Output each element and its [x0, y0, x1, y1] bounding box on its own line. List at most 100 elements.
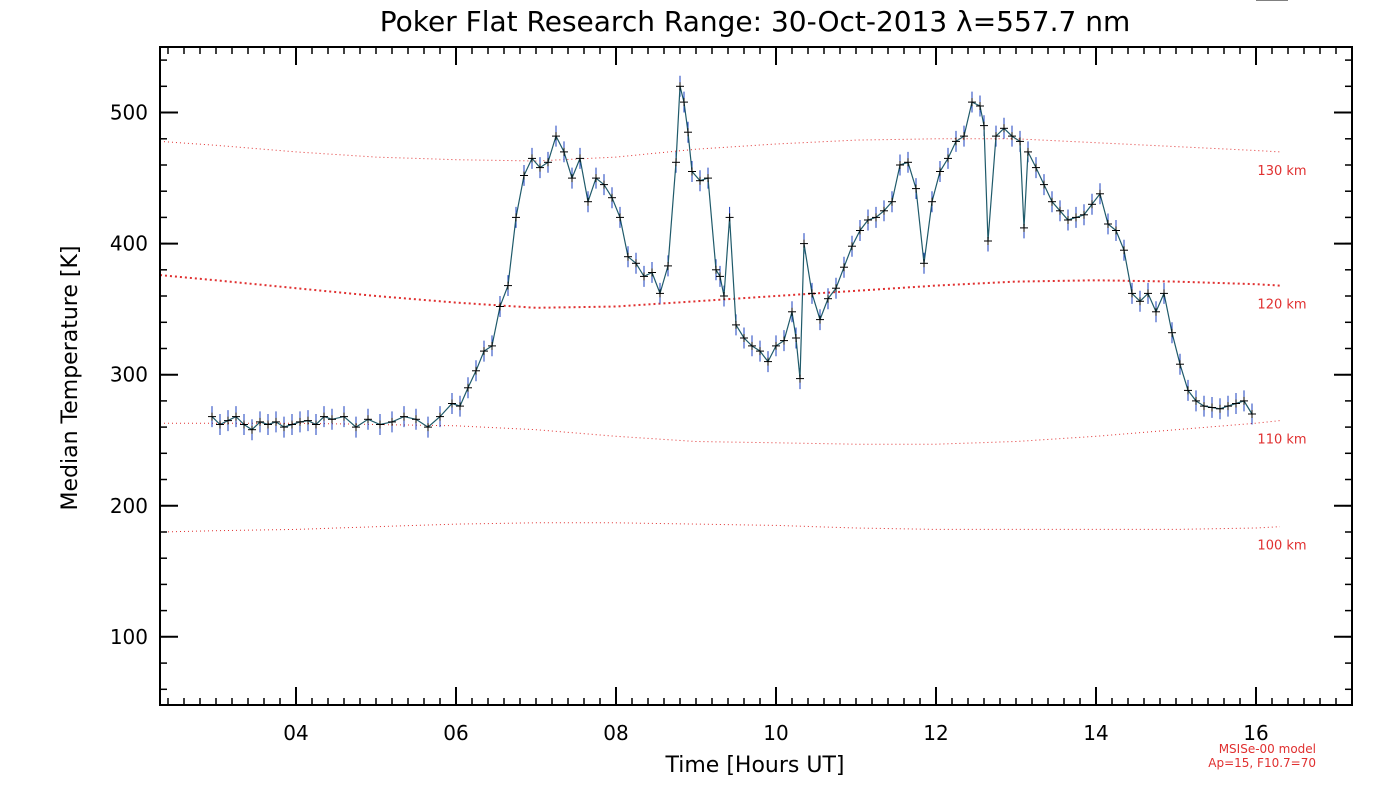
data-point: [1048, 197, 1056, 206]
data-point: [1072, 213, 1080, 222]
data-point: [832, 284, 840, 293]
y-tick-label: 200: [110, 494, 148, 518]
data-point: [1020, 223, 1028, 232]
data-point: [720, 292, 728, 300]
data-point: [1016, 137, 1024, 146]
data-point: [912, 184, 920, 193]
data-point: [676, 82, 684, 91]
y-tick-label: 300: [110, 363, 148, 387]
x-tick-label: 16: [1243, 721, 1268, 745]
x-tick-label: 14: [1083, 721, 1108, 745]
model-curve-110km: [160, 420, 1281, 445]
data-point: [584, 197, 592, 206]
series-line: [211, 86, 1253, 431]
data-point: [536, 163, 544, 172]
data-point: [512, 213, 520, 222]
data-point: [684, 128, 692, 137]
data-point: [1008, 132, 1016, 141]
data-point: [312, 420, 320, 429]
data-point: [560, 147, 568, 156]
data-point: [656, 289, 664, 298]
data-point: [764, 357, 772, 366]
y-tick-label: 500: [110, 101, 148, 125]
model-label-120km: 120 km: [1257, 298, 1306, 313]
data-point: [232, 412, 240, 421]
data-point: [680, 98, 688, 107]
data-point: [640, 272, 648, 281]
data-point: [496, 302, 504, 311]
model-label-100km: 100 km: [1257, 539, 1306, 554]
data-point: [992, 132, 1000, 141]
data-point: [248, 425, 256, 434]
data-point: [968, 98, 976, 107]
data-point: [928, 197, 936, 206]
data-point: [920, 259, 928, 268]
data-point: [980, 121, 988, 130]
data-point: [816, 315, 824, 324]
model-curve-100km: [159, 522, 1281, 533]
model-label-110km: 110 km: [1257, 433, 1306, 448]
data-point: [1064, 216, 1072, 224]
data-point: [984, 237, 992, 245]
data-point: [1144, 289, 1152, 298]
data-point: [848, 242, 856, 251]
data-point: [624, 252, 632, 261]
data-point: [1184, 386, 1192, 395]
data-point: [424, 423, 432, 432]
data-point: [264, 420, 272, 429]
data-point: [880, 206, 888, 215]
data-point: [412, 415, 420, 424]
data-point: [528, 154, 536, 163]
data-point: [488, 341, 496, 350]
data-point: [696, 176, 704, 185]
data-point: [1176, 360, 1184, 369]
data-point: [725, 213, 734, 222]
data-point: [1192, 396, 1200, 405]
x-tick-label: 10: [763, 721, 788, 745]
data-point: [864, 216, 872, 224]
data-point: [340, 412, 348, 421]
y-axis-label: Median Temperature [K]: [58, 246, 83, 511]
data-point: [872, 213, 880, 222]
data-point: [712, 265, 720, 274]
data-point: [1120, 246, 1128, 255]
data-point: [456, 402, 464, 411]
data-point: [1112, 226, 1120, 235]
data-point: [576, 154, 584, 163]
data-point: [1128, 289, 1136, 298]
data-point: [480, 347, 488, 356]
data-point: [352, 423, 360, 432]
data-point: [464, 383, 472, 392]
data-point: [792, 334, 800, 342]
data-point: [1200, 402, 1208, 411]
data-point: [796, 374, 804, 383]
axes: 04 06 08 10 12 14 16 100 200 300 400 500: [110, 46, 1353, 745]
data-point: [1248, 410, 1256, 418]
plot-frame: [159, 46, 1353, 706]
data-point: [400, 412, 408, 421]
data-point: [224, 416, 232, 425]
data-point: [1208, 403, 1216, 412]
model-params-note: Ap=15, F10.7=70: [1208, 756, 1316, 770]
x-axis-label: Time [Hours UT]: [665, 753, 845, 778]
data-point: [1088, 200, 1096, 209]
data-point: [1096, 189, 1104, 198]
data-point: [1040, 180, 1048, 189]
data-point: [632, 259, 640, 268]
data-point: [772, 341, 780, 350]
x-tick-label: 04: [283, 721, 308, 745]
data-point: [800, 239, 808, 248]
data-point: [808, 289, 816, 298]
data-point: [1216, 404, 1224, 413]
data-point: [272, 417, 280, 426]
data-point: [256, 417, 264, 426]
data-point: [688, 167, 696, 176]
data-point: [960, 132, 968, 141]
data-point: [780, 336, 788, 345]
data-point: [1240, 396, 1248, 405]
data-point: [1024, 147, 1032, 156]
data-point: [904, 158, 912, 167]
chart-title: Poker Flat Research Range: 30-Oct-2013 λ…: [380, 5, 1131, 38]
data-point: [840, 263, 848, 272]
